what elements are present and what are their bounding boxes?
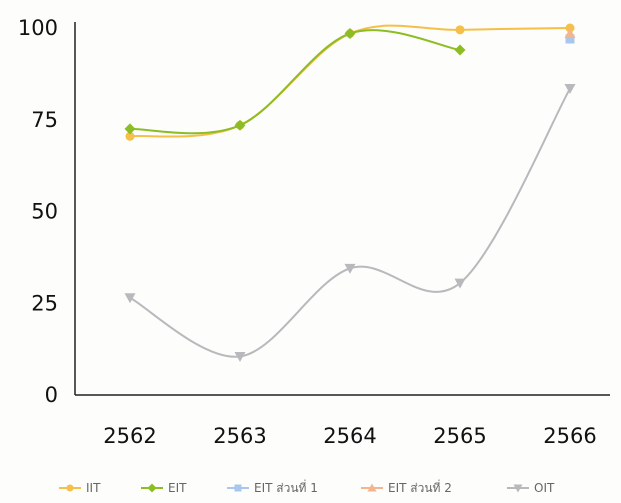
- y-tick-label: 100: [18, 16, 58, 40]
- legend-marker: [66, 484, 74, 492]
- y-tick-label: 0: [45, 383, 58, 407]
- series-line: [129, 24, 571, 138]
- x-tick-label: 2564: [323, 424, 376, 448]
- series-line: [129, 29, 461, 135]
- legend-item: EIT ส่วนที่ 2: [361, 479, 452, 495]
- legend-item: OIT: [507, 481, 555, 495]
- legend-marker: [147, 483, 157, 493]
- x-tick-label: 2563: [213, 424, 266, 448]
- y-tick-label: 25: [31, 291, 58, 315]
- legend-item: EIT: [141, 481, 187, 495]
- data-point: [344, 263, 356, 274]
- legend-label: OIT: [534, 481, 555, 495]
- series-oit-4: [124, 84, 576, 362]
- data-point: [564, 28, 576, 39]
- chart-series: [124, 23, 576, 362]
- data-point: [124, 123, 136, 135]
- series-eit-1-2: [565, 34, 575, 44]
- chart-legend: IIT EIT EIT ส่วนที่ 1 EIT ส่วนที่ 2 OIT: [59, 479, 555, 495]
- legend-label: EIT ส่วนที่ 2: [388, 479, 452, 495]
- data-point: [565, 23, 575, 33]
- series-iit-0: [125, 23, 575, 141]
- legend-marker: [367, 483, 377, 492]
- data-point: [344, 28, 356, 40]
- x-tick-label: 2565: [433, 424, 486, 448]
- series-eit-1: [124, 28, 466, 135]
- data-point: [565, 34, 575, 44]
- data-point: [564, 84, 576, 95]
- legend-label: EIT: [168, 481, 187, 495]
- legend-label: IIT: [86, 481, 101, 495]
- y-tick-label: 50: [31, 200, 58, 224]
- data-point: [454, 278, 466, 289]
- legend-item: EIT ส่วนที่ 1: [227, 479, 318, 495]
- x-tick-label: 2562: [103, 424, 156, 448]
- y-tick-label: 75: [31, 108, 58, 132]
- data-point: [125, 131, 135, 141]
- x-tick-label: 2566: [543, 424, 596, 448]
- chart-axes: 0 25 50 75 100 2562 2563 2564 2565 2566: [18, 16, 610, 448]
- data-point: [454, 44, 466, 56]
- legend-label: EIT ส่วนที่ 1: [254, 479, 318, 495]
- legend-marker: [513, 484, 523, 493]
- legend-marker: [234, 484, 242, 492]
- series-eit-2-3: [564, 28, 576, 39]
- data-point: [124, 293, 136, 304]
- data-point: [455, 25, 465, 35]
- data-point: [234, 119, 246, 131]
- series-line: [129, 88, 571, 358]
- legend-item: IIT: [59, 481, 101, 495]
- data-point: [234, 351, 246, 362]
